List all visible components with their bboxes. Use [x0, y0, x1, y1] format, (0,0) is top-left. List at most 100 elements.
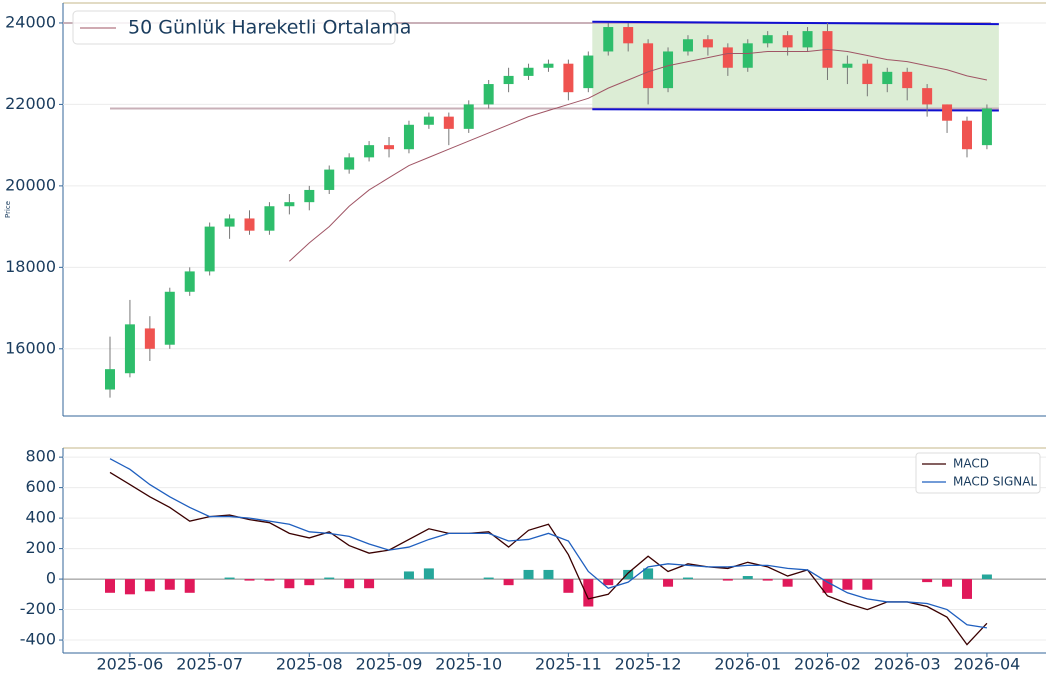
- candle-body: [284, 202, 295, 207]
- histogram-bar: [782, 579, 793, 587]
- channel-area: [592, 21, 999, 111]
- histogram-bar: [981, 574, 992, 580]
- y-tick-label: 24000: [5, 12, 56, 31]
- candle-body: [603, 27, 614, 52]
- histogram-bar: [682, 577, 693, 580]
- candle-body: [164, 291, 175, 345]
- candle-body: [224, 218, 235, 227]
- x-tick-label: 2025-06: [97, 655, 164, 674]
- x-tick-label: 2025-09: [356, 655, 423, 674]
- candle-body: [583, 55, 594, 89]
- x-tick-label: 2025-10: [435, 655, 502, 674]
- x-tick-label: 2025-08: [276, 655, 343, 674]
- y-tick-label: 400: [25, 508, 56, 527]
- histogram-bar: [503, 579, 514, 586]
- histogram-bar: [942, 579, 953, 587]
- candle-body: [324, 169, 335, 190]
- line: [289, 48, 988, 262]
- histogram-bar: [403, 571, 414, 580]
- candle-body: [384, 145, 395, 150]
- histogram-bar: [842, 579, 853, 590]
- histogram-bar: [224, 577, 235, 580]
- histogram-bar: [264, 579, 275, 581]
- candle-body: [702, 39, 713, 48]
- histogram-bar: [324, 577, 335, 580]
- candle-body: [264, 206, 275, 231]
- x-tick-label: 2025-07: [176, 655, 243, 674]
- histogram-bar: [105, 579, 115, 593]
- candle-body: [463, 104, 474, 129]
- legend-label: 50 Günlük Hareketli Ortalama: [128, 17, 411, 39]
- y-tick-label: 800: [25, 447, 56, 466]
- y-tick-label: 200: [25, 538, 56, 557]
- candle-body: [105, 369, 115, 390]
- candle-body: [762, 35, 773, 44]
- histogram-bar: [543, 569, 554, 580]
- histogram-bar: [603, 579, 614, 586]
- y-tick-label: 22000: [5, 94, 56, 113]
- histogram-bar: [184, 579, 195, 593]
- histogram-bar: [563, 579, 574, 593]
- histogram-bar: [623, 569, 634, 580]
- x-tick-label: 2026-01: [714, 655, 781, 674]
- candle-body: [742, 43, 753, 68]
- histogram-bar: [663, 579, 674, 587]
- histogram-bar: [762, 579, 773, 581]
- histogram-bar: [862, 579, 873, 590]
- channel-line: [592, 108, 999, 112]
- candle-body: [304, 189, 315, 203]
- candle-body: [443, 116, 454, 129]
- candle-body: [344, 157, 355, 170]
- histogram-bar: [722, 579, 733, 581]
- line: [109, 458, 988, 629]
- histogram-bar: [344, 579, 355, 589]
- histogram-bar: [822, 579, 833, 593]
- line: [109, 471, 988, 646]
- y-tick-label: 20000: [5, 175, 56, 194]
- candle-body: [124, 324, 135, 374]
- histogram-bar: [523, 569, 534, 580]
- candle-body: [503, 75, 514, 85]
- candle-body: [682, 39, 693, 52]
- histogram-bar: [284, 579, 295, 589]
- x-tick-label: 2026-03: [874, 655, 941, 674]
- candle-body: [902, 71, 913, 89]
- histogram-bar: [124, 579, 135, 595]
- histogram-bar: [423, 568, 434, 580]
- candle-body: [663, 51, 674, 89]
- x-tick-label: 2025-12: [615, 655, 682, 674]
- histogram-bar: [742, 576, 753, 580]
- candle-body: [184, 271, 195, 292]
- candle-body: [802, 31, 813, 48]
- candle-body: [483, 84, 494, 105]
- candle-body: [543, 63, 554, 68]
- candle-body: [204, 226, 215, 272]
- histogram-bar: [144, 579, 155, 592]
- channel-line: [592, 20, 999, 26]
- histogram-bar: [364, 579, 375, 589]
- candle-body: [722, 47, 733, 68]
- candle-body: [623, 27, 634, 44]
- candle-body: [842, 63, 853, 68]
- candle-body: [423, 116, 434, 125]
- legend-box: [915, 452, 1041, 494]
- histogram-bar: [583, 579, 594, 607]
- candle-body: [523, 67, 534, 76]
- candle-body: [922, 88, 933, 105]
- candle-body: [981, 108, 992, 146]
- candle-body: [862, 63, 873, 85]
- candle-body: [882, 71, 893, 85]
- histogram-bar: [643, 568, 654, 580]
- candle-body: [782, 35, 793, 48]
- histogram-bar: [483, 577, 494, 580]
- y-tick-label: 0: [46, 569, 56, 588]
- y-tick-label: -200: [20, 599, 56, 618]
- candle-body: [961, 120, 972, 150]
- candle-body: [563, 63, 574, 93]
- candle-body: [244, 218, 255, 231]
- y-tick-label: 600: [25, 477, 56, 496]
- y-tick-label: 16000: [5, 338, 56, 357]
- legend-label: MACD: [953, 457, 989, 471]
- y-tick-label: -400: [20, 630, 56, 649]
